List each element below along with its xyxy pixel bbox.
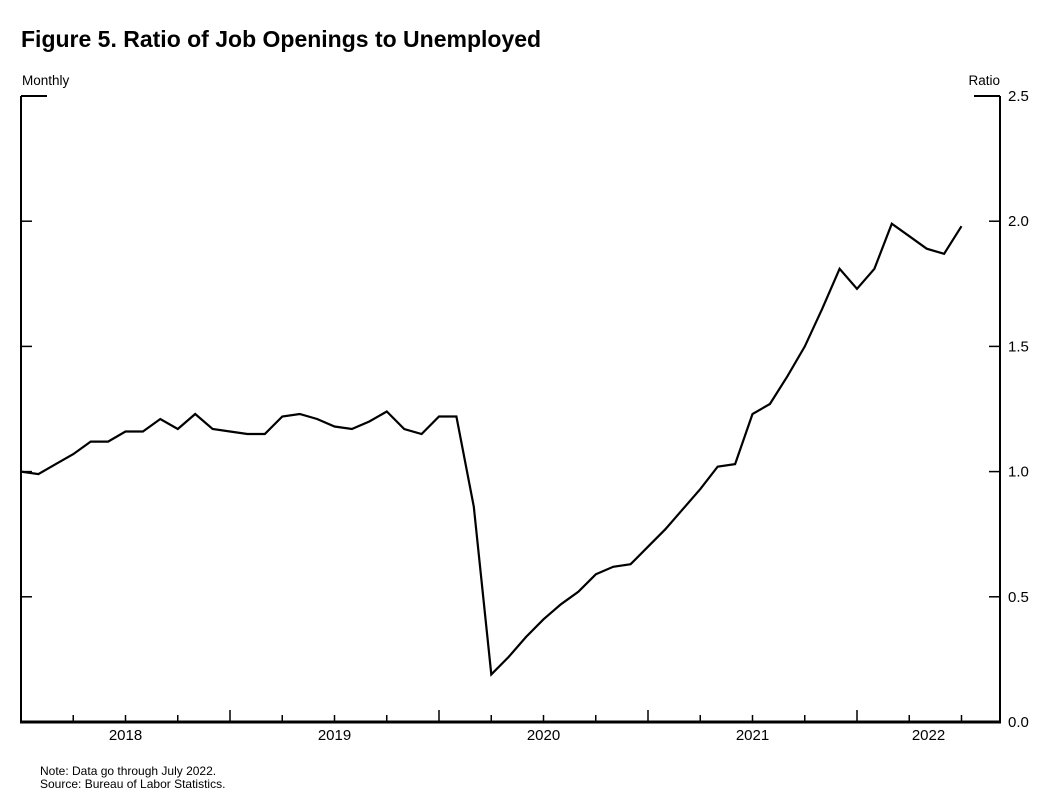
source-line: Source: Bureau of Labor Statistics. bbox=[40, 776, 226, 791]
x-year-label: 2021 bbox=[736, 727, 769, 744]
y-tick-label: 0.0 bbox=[1008, 714, 1029, 731]
y-tick-label: 0.5 bbox=[1008, 589, 1029, 606]
y-tick-label: 2.0 bbox=[1008, 213, 1029, 230]
x-year-label: 2019 bbox=[318, 727, 351, 744]
x-year-label: 2020 bbox=[527, 727, 560, 744]
chart-title: Figure 5. Ratio of Job Openings to Unemp… bbox=[21, 26, 542, 52]
y-tick-label: 1.0 bbox=[1008, 464, 1029, 481]
data-line bbox=[20, 221, 963, 677]
unit-axis-label: Ratio bbox=[968, 73, 1000, 88]
frequency-label: Monthly bbox=[22, 73, 70, 88]
x-year-label: 2018 bbox=[109, 727, 142, 744]
x-year-label: 2022 bbox=[912, 727, 945, 744]
y-tick-label: 2.5 bbox=[1008, 88, 1029, 105]
note-line: Note: Data go through July 2022. bbox=[40, 764, 217, 778]
y-tick-label: 1.5 bbox=[1008, 338, 1029, 355]
footnotes: Note: Data go through July 2022. Source:… bbox=[40, 765, 225, 790]
